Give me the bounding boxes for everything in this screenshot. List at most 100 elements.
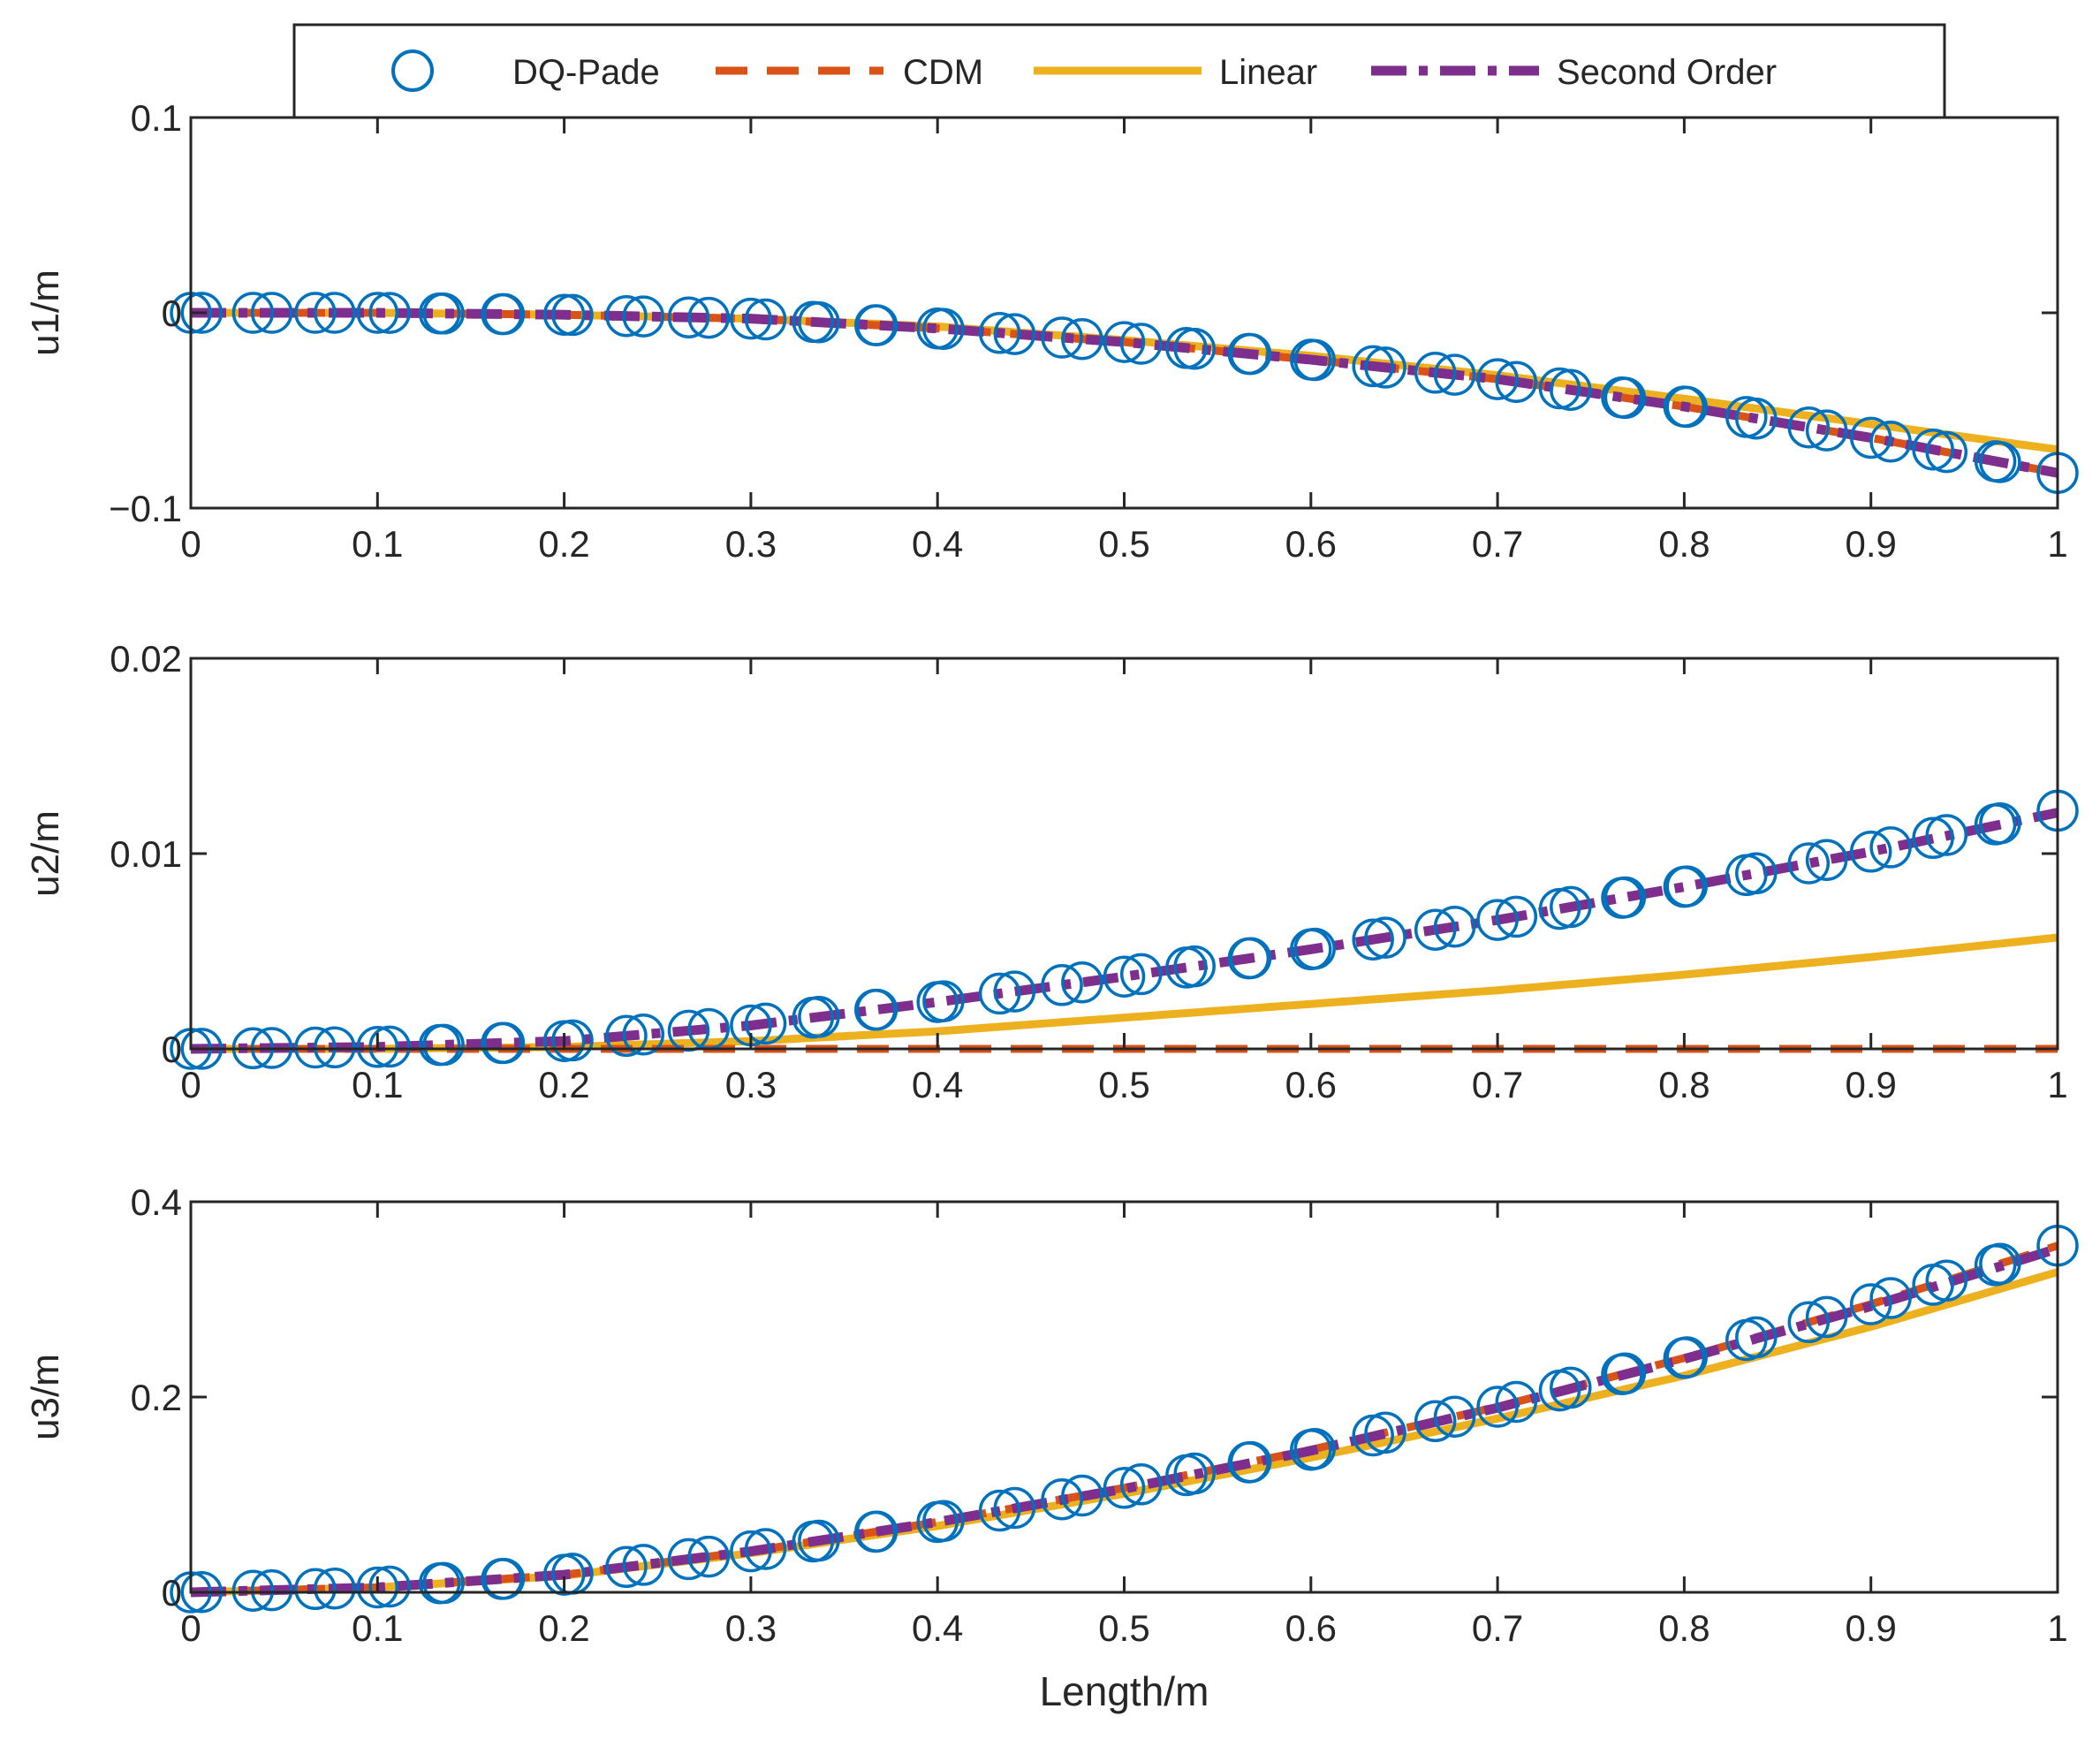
data-point-dq-pade [855, 1510, 898, 1553]
data-point-dq-pade [1849, 416, 1892, 459]
x-tick-label: 0.7 [1472, 1607, 1523, 1649]
data-point-dq-pade [1849, 1283, 1892, 1325]
data-point-dq-pade [422, 1023, 465, 1067]
data-point-dq-pade [978, 312, 1021, 354]
data-point-dq-pade [1119, 1463, 1163, 1506]
legend-entry-cdm: CDM [716, 53, 983, 92]
y-tick-label: 0 [162, 1572, 182, 1614]
y-axis-label: u2/m [24, 810, 67, 897]
subplot-1: 0 0.1 0.2 0.3 0.4 0.5 0.6 0.7 0.8 0.9 1−0.100.1u1/… [24, 97, 2079, 565]
data-point-dq-pade [730, 1530, 772, 1573]
data-point-dq-pade [1433, 905, 1476, 948]
data-point-dq-pade [687, 296, 730, 339]
data-point-dq-pade [1925, 430, 1968, 474]
data-point-dq-pade [1869, 420, 1912, 463]
data-point-dq-pade [1735, 1316, 1778, 1359]
x-tick-label: 0.3 [725, 1607, 777, 1649]
legend-label-linear: Linear [1219, 53, 1317, 92]
data-point-dq-pade [1103, 955, 1146, 998]
data-point-dq-pade [1364, 916, 1406, 959]
data-point-dq-pade [1979, 441, 2021, 483]
data-point-dq-pade [1061, 961, 1103, 1004]
legend-label-dq-pade: DQ-Pade [512, 53, 660, 92]
data-point-dq-pade [1476, 899, 1519, 941]
x-tick-label: 0.8 [1658, 1607, 1710, 1649]
data-point-dq-pade [1229, 332, 1272, 376]
y-tick-label: 0.02 [110, 638, 182, 680]
data-point-dq-pade [993, 1486, 1036, 1530]
data-point-dq-pade [687, 1535, 730, 1578]
data-point-dq-pade [1173, 1452, 1216, 1495]
data-point-dq-pade [1229, 937, 1272, 980]
data-point-dq-pade [1550, 1366, 1592, 1409]
data-point-dq-pade [1665, 1336, 1708, 1378]
data-point-dq-pade [1805, 409, 1848, 452]
data-point-dq-pade [1735, 852, 1778, 895]
x-tick-label: 0.8 [1658, 1064, 1710, 1105]
x-tick-label: 0.2 [538, 1064, 589, 1105]
data-point-dq-pade [356, 1026, 399, 1068]
data-point-dq-pade [1119, 323, 1163, 365]
data-point-dq-pade [1805, 839, 1848, 881]
series-line-cdm [191, 1242, 2058, 1597]
subplot-3: 0 0.1 0.2 0.3 0.4 0.5 0.6 0.7 0.8 0.9 1 0 0.2 0.4 u3/m… [24, 1181, 2079, 1714]
y-tick-label: 0.2 [131, 1377, 182, 1418]
y-tick-label: 0.1 [131, 97, 182, 139]
data-point-dq-pade [1603, 376, 1647, 420]
data-point-dq-pade [1364, 346, 1406, 389]
data-point-dq-pade [250, 292, 293, 334]
data-point-dq-pade [922, 980, 965, 1022]
data-point-dq-pade [368, 1025, 411, 1068]
data-point-dq-pade [1495, 361, 1538, 403]
data-point-dq-pade [1414, 1400, 1457, 1443]
legend: DQ-Pade CDM Linear Second Order [292, 23, 1946, 119]
plots: 0 0.1 0.2 0.3 0.4 0.5 0.6 0.7 0.8 0.9 1−0.100.1u1/… [24, 97, 2079, 1714]
data-point-dq-pade [798, 1519, 840, 1562]
x-tick-label: 0.2 [538, 523, 589, 565]
data-point-dq-pade [1229, 1440, 1272, 1484]
data-point-dq-pade [605, 1014, 648, 1058]
x-tick-label: 0.9 [1846, 1607, 1897, 1649]
x-tick-label: 0.6 [1285, 1607, 1337, 1649]
data-point-dq-pade [1103, 1467, 1146, 1509]
data-point-dq-pade [1414, 352, 1457, 394]
data-point-dq-pade [1293, 927, 1336, 970]
data-point-dq-pade [730, 297, 772, 340]
data-point-dq-pade [314, 292, 356, 334]
data-point-dq-pade [622, 295, 665, 338]
data-point-dq-pade [1925, 814, 1968, 856]
data-point-dq-pade [1603, 1352, 1647, 1395]
data-point-dq-pade [1364, 1411, 1406, 1454]
data-point-dq-pade [605, 1545, 648, 1589]
legend-label-cdm: CDM [903, 53, 983, 92]
data-point-dq-pade [1849, 831, 1892, 873]
data-point-dq-pade [978, 972, 1021, 1015]
data-point-dq-pade [314, 1026, 356, 1069]
legend-entry-second-order: Second Order [1371, 53, 1777, 92]
x-tick-label: 0.5 [1098, 1607, 1149, 1649]
x-tick-label: 0.7 [1472, 523, 1523, 565]
data-point-dq-pade [1912, 816, 1954, 860]
data-point-dq-pade [993, 970, 1036, 1013]
data-point-dq-pade [1041, 964, 1083, 1006]
series-markers-dq-pade [170, 789, 2079, 1070]
data-point-dq-pade [855, 988, 898, 1031]
data-point-dq-pade [1476, 358, 1519, 400]
y-tick-label: 0.4 [131, 1181, 182, 1223]
data-point-dq-pade [422, 1561, 465, 1605]
y-tick-label: 0 [162, 292, 182, 334]
data-point-dq-pade [1925, 1259, 1968, 1302]
data-point-dq-pade [231, 292, 275, 334]
y-axis-label: u3/m [24, 1354, 67, 1440]
data-point-dq-pade [744, 298, 787, 341]
data-point-dq-pade [667, 296, 710, 338]
data-point-dq-pade [922, 308, 965, 350]
data-point-dq-pade [368, 1565, 411, 1608]
x-tick-label: 0 [180, 1607, 201, 1649]
data-point-dq-pade [1869, 826, 1912, 869]
data-point-dq-pade [294, 292, 337, 334]
data-point-dq-pade [551, 293, 594, 337]
x-tick-label: 1 [2047, 523, 2067, 565]
data-point-dq-pade [1352, 345, 1394, 388]
